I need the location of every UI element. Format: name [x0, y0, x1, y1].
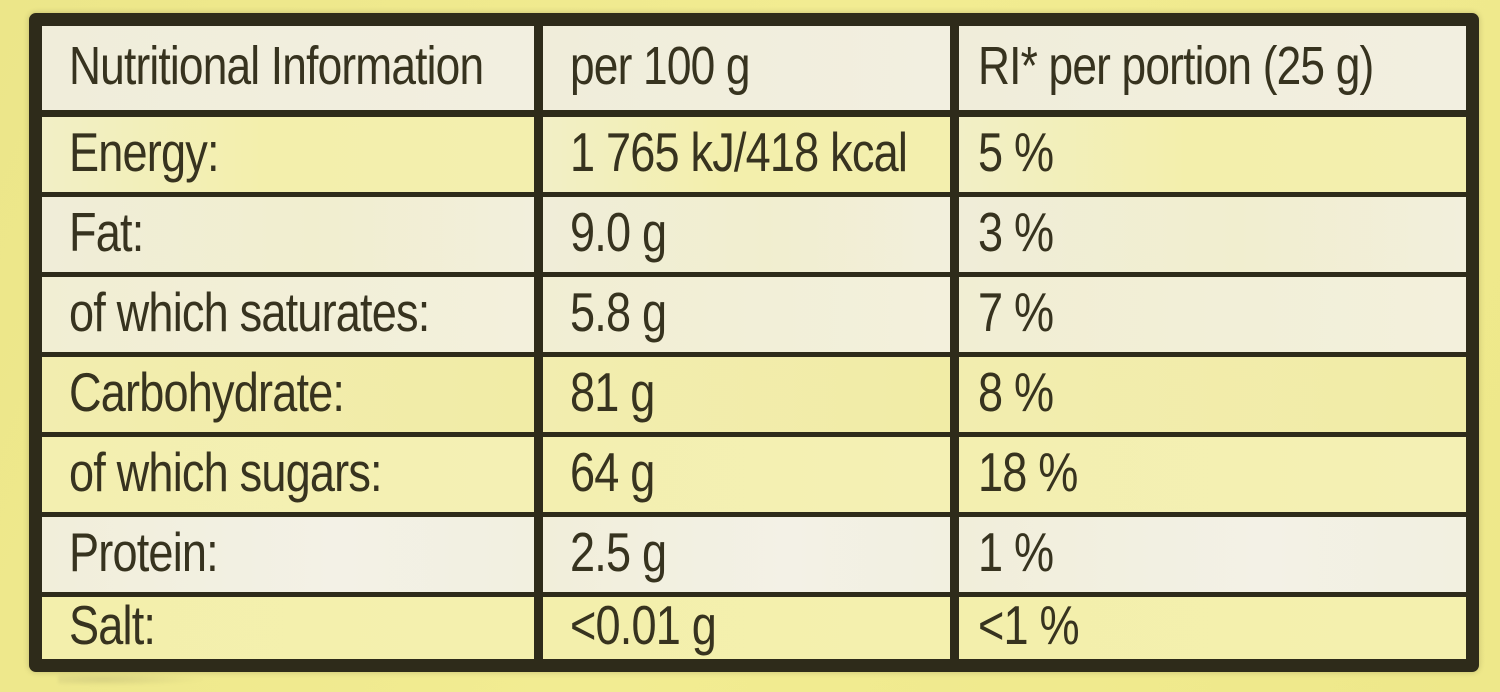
value-per-100g-cell: 1 765 kJ/418 kcal — [543, 117, 960, 198]
table-row-protein: Protein: 2.5 g 1 % — [42, 516, 1466, 597]
value-ri-per-portion-cell: <1 % — [959, 596, 1466, 659]
value-per-100g: <0.01 g — [570, 596, 717, 657]
table-row-fat: Fat: 9.0 g 3 % — [42, 197, 1466, 277]
column-header-label: RI* per portion (25 g) — [978, 36, 1374, 97]
row-label: Salt: — [69, 596, 156, 657]
value-ri-per-portion: 1 % — [978, 520, 1054, 583]
value-per-100g-cell: 9.0 g — [543, 197, 960, 277]
table-row-sugars: of which sugars: 64 g 18 % — [42, 436, 1466, 517]
value-per-100g-cell: 64 g — [543, 436, 960, 517]
value-ri-per-portion-cell: 5 % — [959, 117, 1466, 198]
row-label: of which saturates: — [69, 280, 430, 343]
value-per-100g: 1 765 kJ/418 kcal — [570, 121, 908, 184]
value-ri-per-portion: <1 % — [978, 596, 1080, 657]
value-ri-per-portion: 18 % — [978, 440, 1078, 503]
value-ri-per-portion: 8 % — [978, 360, 1054, 423]
value-ri-per-portion-cell: 1 % — [959, 516, 1466, 597]
column-header-label: Nutritional Information — [69, 36, 484, 97]
row-label: of which sugars: — [69, 440, 383, 503]
table-row-salt: Salt: <0.01 g <1 % — [42, 596, 1466, 659]
column-header-label: per 100 g — [570, 36, 751, 97]
row-label-cell: Fat: — [42, 197, 544, 277]
column-header-nutritional-information: Nutritional Information — [42, 26, 544, 118]
table-row-carbohydrate: Carbohydrate: 81 g 8 % — [42, 356, 1466, 437]
row-label-cell: of which sugars: — [42, 436, 544, 517]
table-row-energy: Energy: 1 765 kJ/418 kcal 5 % — [42, 117, 1466, 198]
table-row-saturates: of which saturates: 5.8 g 7 % — [42, 276, 1466, 357]
value-ri-per-portion: 7 % — [978, 280, 1054, 343]
value-ri-per-portion-cell: 8 % — [959, 356, 1466, 437]
value-per-100g-cell: 2.5 g — [543, 516, 960, 597]
value-per-100g: 81 g — [570, 360, 655, 423]
row-label: Protein: — [69, 520, 219, 583]
value-per-100g: 2.5 g — [570, 520, 667, 583]
row-label: Carbohydrate: — [69, 360, 345, 423]
value-ri-per-portion-cell: 3 % — [959, 197, 1466, 277]
row-label: Fat: — [69, 200, 144, 263]
nutrition-table: Nutritional Information per 100 g RI* pe… — [29, 13, 1479, 672]
value-per-100g: 9.0 g — [570, 200, 667, 263]
value-per-100g-cell: 81 g — [543, 356, 960, 437]
value-ri-per-portion: 5 % — [978, 121, 1054, 184]
value-ri-per-portion-cell: 7 % — [959, 276, 1466, 357]
column-header-ri-per-portion: RI* per portion (25 g) — [959, 26, 1466, 118]
row-label-cell: Energy: — [42, 117, 544, 198]
column-header-per-100g: per 100 g — [543, 26, 960, 118]
value-ri-per-portion-cell: 18 % — [959, 436, 1466, 517]
value-per-100g: 64 g — [570, 440, 655, 503]
row-label-cell: Salt: — [42, 596, 544, 659]
row-label-cell: Carbohydrate: — [42, 356, 544, 437]
value-per-100g-cell: <0.01 g — [543, 596, 960, 659]
value-per-100g: 5.8 g — [570, 280, 667, 343]
value-per-100g-cell: 5.8 g — [543, 276, 960, 357]
row-label: Energy: — [69, 121, 220, 184]
print-smudge — [58, 673, 208, 686]
row-label-cell: of which saturates: — [42, 276, 544, 357]
row-label-cell: Protein: — [42, 516, 544, 597]
value-ri-per-portion: 3 % — [978, 200, 1054, 263]
table-header-row: Nutritional Information per 100 g RI* pe… — [42, 26, 1466, 118]
